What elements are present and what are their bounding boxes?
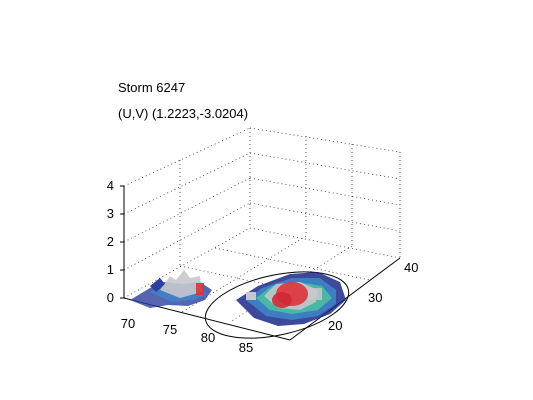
x-tick-labels: 70 75 80 85 [121, 316, 253, 355]
z-tick: 4 [107, 178, 114, 193]
y-tick: 30 [368, 290, 382, 305]
z-tick: 0 [107, 290, 114, 305]
x-tick: 70 [121, 316, 135, 331]
x-tick: 80 [201, 330, 215, 345]
x-tick: 85 [239, 340, 253, 355]
chart-subtitle: (U,V) (1.2223,-3.0204) [118, 106, 249, 121]
storm-cluster-main [236, 272, 346, 326]
y-tick-labels: 20 30 40 [328, 260, 418, 333]
y-tick: 40 [404, 260, 418, 275]
storm-cluster-west [130, 270, 212, 308]
z-tick: 3 [107, 206, 114, 221]
y-tick: 20 [328, 318, 342, 333]
x-tick: 75 [163, 322, 177, 337]
chart-title: Storm 6247 [118, 80, 186, 95]
z-tick: 2 [107, 234, 114, 249]
z-tick: 1 [107, 262, 114, 277]
z-tick-labels: 4 3 2 1 0 [107, 178, 114, 305]
storm-boundary [204, 271, 350, 339]
